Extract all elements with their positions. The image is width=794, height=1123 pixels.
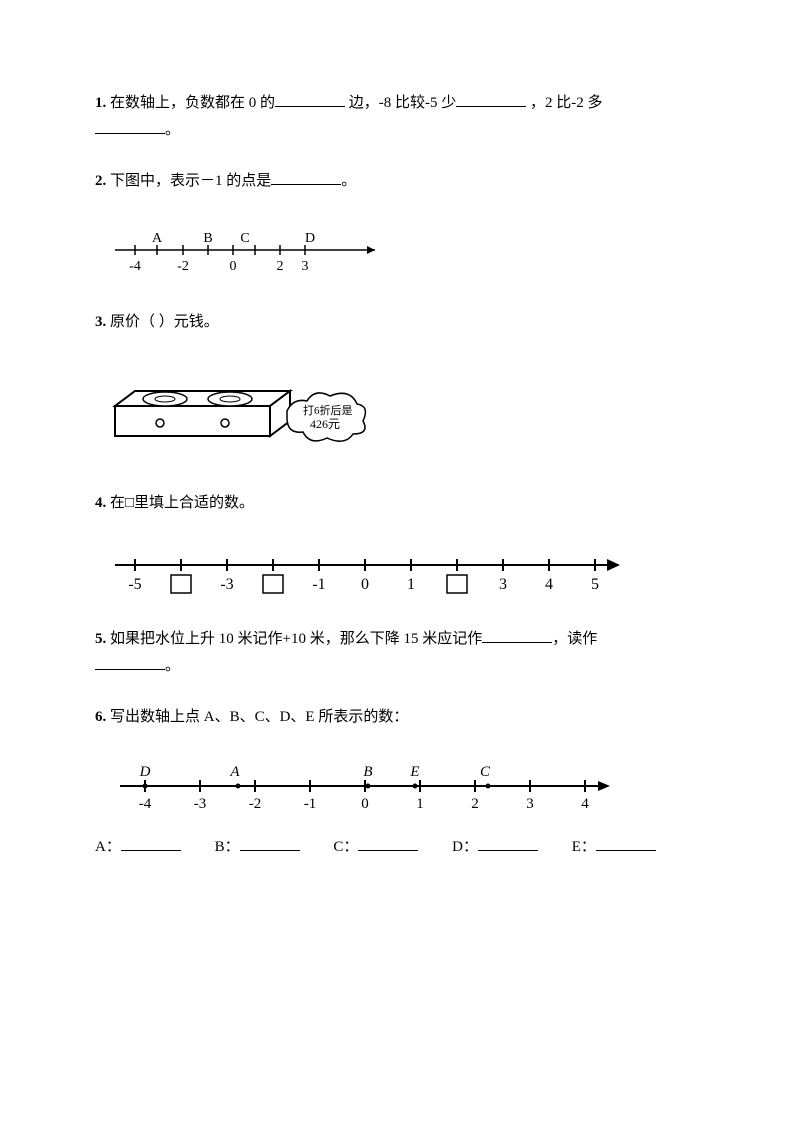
- svg-text:2: 2: [471, 796, 479, 812]
- q2-number-line: A B C D -4 -2 0 2 3: [105, 230, 385, 285]
- q6-ans-d: D：: [452, 834, 538, 861]
- q5-text-b: ，读作: [552, 631, 597, 647]
- svg-text:2: 2: [277, 259, 284, 274]
- q1-num: 1.: [95, 95, 106, 111]
- svg-text:-4: -4: [129, 259, 141, 274]
- q6-text-a: 写出数轴上点 A、B、C、D、E 所表示的数：: [110, 709, 408, 725]
- q4-text-a: 在□里填上合适的数。: [110, 495, 254, 511]
- question-3: 3. 原价（ ）元钱。 打6折后是 426元: [95, 309, 699, 466]
- q2-svg: A B C D -4 -2 0 2 3: [105, 230, 385, 285]
- q1-blank-2: [456, 91, 526, 108]
- q3-tag-text2: 426元: [310, 417, 340, 431]
- q2-blank-1: [271, 169, 341, 186]
- q2-text-a: 下图中，表示－1 的点是: [110, 173, 271, 189]
- svg-text:D: D: [139, 764, 151, 780]
- q4-number-line: -5 -3 -1 0 1 3 4 5: [105, 547, 625, 602]
- svg-text:-3: -3: [194, 796, 207, 812]
- q6-ans-a: A：: [95, 834, 181, 861]
- svg-text:-2: -2: [249, 796, 262, 812]
- svg-text:B: B: [203, 231, 212, 246]
- svg-text:B: B: [363, 764, 372, 780]
- q3-svg: 打6折后是 426元: [105, 366, 375, 466]
- question-6: 6. 写出数轴上点 A、B、C、D、E 所表示的数： D A B E C -4 -3 -2 -…: [95, 704, 699, 861]
- question-1: 1. 在数轴上，负数都在 0 的 边，-8 比较-5 少 ，2 比-2 多 。: [95, 90, 699, 144]
- q6-number-line: D A B E C -4 -3 -2 -1 0 1 2 3 4: [105, 761, 605, 816]
- q6-num: 6.: [95, 709, 106, 725]
- q3-text-a: 原价（ ）元钱。: [110, 314, 219, 330]
- svg-text:-1: -1: [304, 796, 317, 812]
- svg-text:A: A: [152, 231, 163, 246]
- svg-text:4: 4: [545, 576, 553, 593]
- question-2: 2. 下图中，表示－1 的点是 。 A B C D -4 -2 0 2 3: [95, 168, 699, 285]
- q3-tag-text1: 打6折后是: [303, 403, 353, 417]
- q5-blank-1: [482, 627, 552, 644]
- svg-text:-4: -4: [139, 796, 152, 812]
- q4-num: 4.: [95, 495, 106, 511]
- svg-text:3: 3: [499, 576, 507, 593]
- svg-text:-5: -5: [128, 576, 141, 593]
- svg-text:C: C: [480, 764, 491, 780]
- q6-ans-c: C：: [333, 834, 418, 861]
- question-4: 4. 在□里填上合适的数。 -5 -3 -1 0 1 3 4 5: [95, 490, 699, 602]
- svg-text:0: 0: [361, 796, 369, 812]
- svg-text:3: 3: [302, 259, 309, 274]
- svg-text:3: 3: [526, 796, 534, 812]
- svg-text:E: E: [409, 764, 419, 780]
- q6-svg: D A B E C -4 -3 -2 -1 0 1 2 3 4: [105, 761, 615, 816]
- svg-text:1: 1: [416, 796, 424, 812]
- svg-text:D: D: [305, 231, 315, 246]
- q1-text-d: 。: [165, 122, 180, 138]
- q1-blank-3: [95, 118, 165, 135]
- question-5: 5. 如果把水位上升 10 米记作+10 米，那么下降 15 米应记作 ，读作 。: [95, 626, 699, 680]
- svg-text:A: A: [229, 764, 240, 780]
- svg-text:4: 4: [581, 796, 589, 812]
- q5-text-a: 如果把水位上升 10 米记作+10 米，那么下降 15 米应记作: [110, 631, 482, 647]
- q1-blank-1: [275, 91, 345, 108]
- svg-text:-3: -3: [220, 576, 233, 593]
- svg-text:C: C: [240, 231, 249, 246]
- q5-num: 5.: [95, 631, 106, 647]
- svg-text:0: 0: [361, 576, 369, 593]
- q6-answer-row: A： B： C： D： E：: [95, 834, 699, 861]
- q5-text-c: 。: [165, 658, 180, 674]
- q2-num: 2.: [95, 173, 106, 189]
- q1-text-c: ，2 比-2 多: [530, 95, 603, 111]
- svg-text:1: 1: [407, 576, 415, 593]
- svg-text:-2: -2: [177, 259, 189, 274]
- q2-text-b: 。: [341, 173, 356, 189]
- svg-text:0: 0: [230, 259, 237, 274]
- svg-text:5: 5: [591, 576, 599, 593]
- q3-diagram: 打6折后是 426元: [105, 366, 375, 466]
- q3-num: 3.: [95, 314, 106, 330]
- q6-ans-b: B：: [215, 834, 300, 861]
- q4-svg: -5 -3 -1 0 1 3 4 5: [105, 547, 625, 602]
- q6-ans-e: E：: [572, 834, 656, 861]
- q5-blank-2: [95, 654, 165, 671]
- q1-text-b: 边，-8 比较-5 少: [349, 95, 457, 111]
- q1-text-a: 在数轴上，负数都在 0 的: [110, 95, 275, 111]
- svg-text:-1: -1: [312, 576, 325, 593]
